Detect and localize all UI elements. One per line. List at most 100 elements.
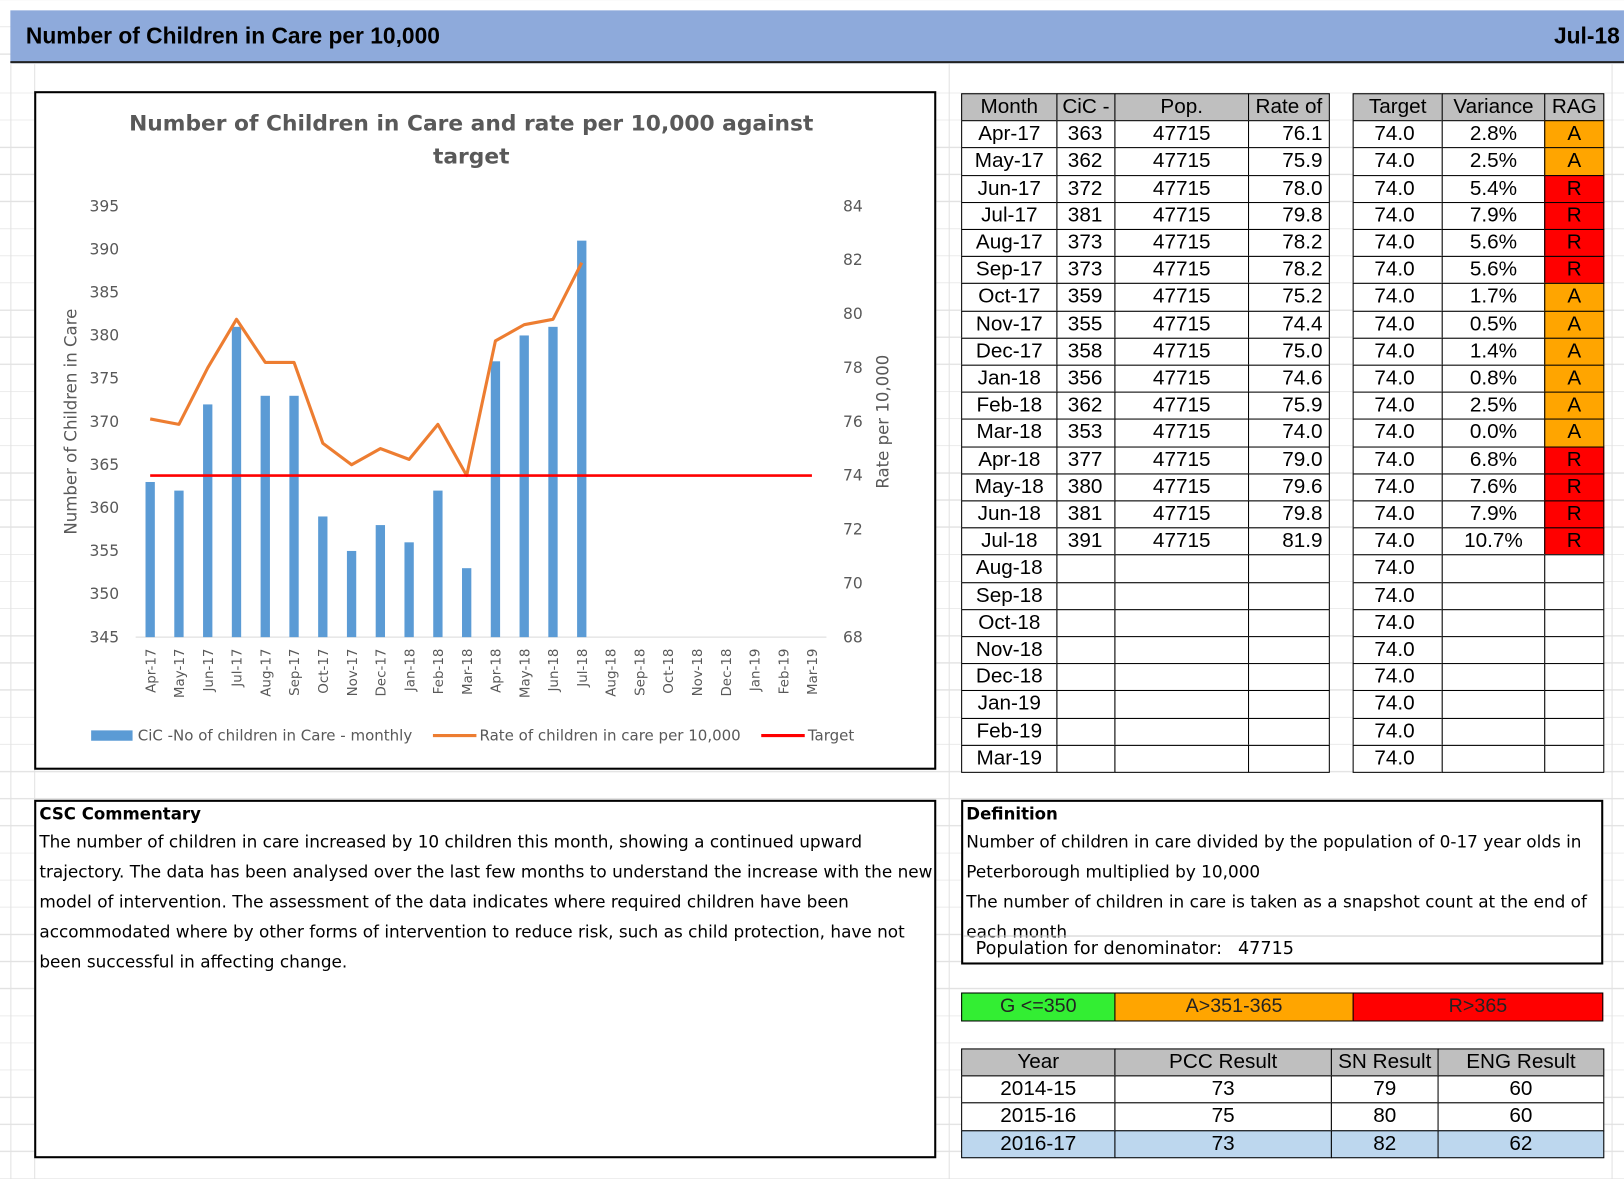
y-tick-label: 345: [89, 628, 119, 646]
rag-cell: A: [1544, 337, 1605, 366]
header-cell: Target: [1352, 93, 1443, 122]
table-cell: 82: [1330, 1129, 1439, 1159]
y2-axis-label: Rate per 10,000: [874, 355, 893, 489]
header-cell: Variance: [1441, 93, 1546, 122]
x-tick-label: Aug-17: [259, 649, 274, 697]
table-cell: [1114, 717, 1250, 746]
table-cell: 74.0: [1352, 500, 1443, 529]
legend-label: CiC -No of children in Care - monthly: [138, 727, 413, 745]
table-cell: 7.6%: [1441, 473, 1546, 502]
commentary-text: The number of children in care increased…: [39, 831, 933, 972]
table-cell: 75.9: [1248, 147, 1330, 176]
table-cell: 47715: [1114, 147, 1250, 176]
table-cell: 2.5%: [1441, 147, 1546, 176]
x-tick-label: Sep-18: [633, 649, 648, 696]
table-cell: 373: [1056, 228, 1116, 258]
y-tick-label: 360: [89, 499, 119, 517]
table-cell: 79.6: [1248, 473, 1330, 502]
table-cell: 78.2: [1248, 256, 1330, 285]
x-tick-label: Oct-17: [317, 649, 332, 694]
grid-col: [948, 64, 950, 1179]
y2-tick-label: 78: [843, 359, 863, 377]
table-cell: 74.0: [1352, 147, 1443, 176]
thresholds: G <=350 A>351-365 R>365: [961, 992, 1604, 1022]
table-cell: [1056, 581, 1116, 610]
table-cell: 60: [1437, 1102, 1605, 1131]
table-cell: [1056, 690, 1116, 719]
table-cell: 391: [1056, 527, 1116, 556]
rag-cell: [1544, 690, 1605, 719]
table-cell: [1441, 690, 1546, 719]
table-cell: 47715: [1114, 228, 1250, 258]
table-cell: 74.0: [1352, 174, 1443, 203]
table-cell: 377: [1056, 446, 1116, 475]
bar: [490, 361, 501, 638]
table-cell: May-18: [961, 473, 1058, 502]
table-cell: [1248, 663, 1330, 692]
bar: [519, 335, 529, 638]
x-tick-label: May-18: [518, 649, 533, 699]
y2-tick-label: 80: [843, 305, 863, 323]
table-cell: [1441, 744, 1546, 773]
rag-cell: A: [1544, 364, 1605, 393]
table-cell: 75: [1114, 1102, 1332, 1131]
definition-box: Definition Number of children in care di…: [961, 799, 1604, 965]
table-cell: 47715: [1114, 337, 1250, 366]
table-cell: Mar-19: [961, 744, 1058, 773]
table-cell: Jul-18: [961, 527, 1058, 556]
table-cell: [1114, 581, 1250, 610]
table-cell: [1114, 608, 1250, 638]
definition-line: The number of children in care is taken …: [966, 891, 1587, 938]
y-tick-label: 370: [89, 413, 119, 431]
x-tick-label: May-17: [173, 649, 188, 699]
table-cell: 74.0: [1352, 446, 1443, 475]
grid-col: [10, 64, 12, 1179]
rag-cell: R: [1544, 228, 1605, 258]
table-cell: Aug-18: [961, 554, 1058, 583]
table-cell: 74.0: [1352, 690, 1443, 719]
rag-cell: A: [1544, 310, 1605, 339]
rag-cell: A: [1544, 283, 1605, 312]
y2-tick-label: 84: [843, 197, 863, 215]
table-cell: Aug-17: [961, 228, 1058, 258]
bar: [433, 490, 443, 638]
x-tick-label: Nov-17: [346, 649, 361, 697]
table-cell: 353: [1056, 418, 1116, 448]
table-cell: [1248, 608, 1330, 638]
table-cell: 81.9: [1248, 527, 1330, 556]
bar: [346, 550, 357, 638]
bar: [404, 542, 414, 638]
table-cell: 74.0: [1352, 391, 1443, 420]
table-cell: 76.1: [1248, 120, 1330, 149]
table-cell: 74.0: [1352, 256, 1443, 285]
bar: [462, 568, 472, 638]
table-cell: 79.8: [1248, 201, 1330, 230]
table-cell: [1248, 636, 1330, 665]
header-cell: SN Result: [1330, 1048, 1439, 1077]
table-cell: 5.6%: [1441, 256, 1546, 285]
table-cell: 362: [1056, 391, 1116, 420]
table-cell: 47715: [1114, 310, 1250, 339]
legend-swatch: [91, 730, 133, 741]
y2-tick-label: 74: [843, 467, 863, 485]
y2-tick-label: 76: [843, 413, 863, 431]
y2-tick-label: 82: [843, 251, 863, 269]
table-cell: Jun-18: [961, 500, 1058, 529]
table-cell: 2014-15: [961, 1075, 1116, 1104]
table-cell: Feb-18: [961, 391, 1058, 420]
x-tick-label: Jun-17: [202, 649, 217, 693]
y2-tick-label: 72: [843, 521, 863, 539]
x-tick-label: Jan-19: [749, 649, 764, 693]
x-tick-label: Aug-18: [605, 649, 620, 697]
table-cell: 74.0: [1352, 283, 1443, 312]
x-tick-label: Mar-19: [806, 649, 821, 696]
table-cell: 74.0: [1352, 228, 1443, 258]
table-cell: [1056, 608, 1116, 638]
table-cell: [1441, 554, 1546, 583]
table-cell: 381: [1056, 201, 1116, 230]
y2-tick-label: 70: [843, 574, 863, 592]
header-cell: Rate of: [1248, 93, 1330, 122]
x-tick-label: Jul-17: [231, 649, 246, 688]
table-cell: 74.0: [1352, 663, 1443, 692]
rag-cell: R: [1544, 446, 1605, 475]
